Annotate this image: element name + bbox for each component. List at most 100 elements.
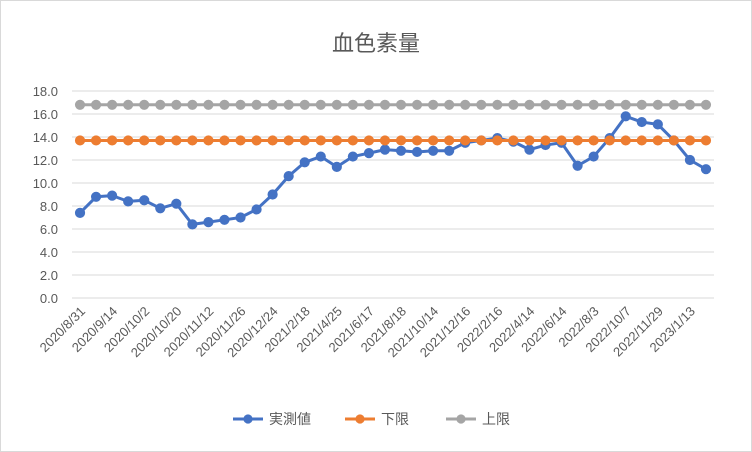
data-point — [283, 171, 294, 182]
data-point — [251, 99, 262, 110]
data-point — [428, 135, 439, 146]
data-point — [139, 99, 150, 110]
y-tick-label: 6.0 — [40, 222, 58, 237]
data-point — [460, 99, 471, 110]
data-point — [299, 99, 310, 110]
data-point — [267, 135, 278, 146]
data-point — [556, 99, 567, 110]
data-point — [171, 99, 182, 110]
data-point — [203, 99, 214, 110]
data-point — [171, 198, 182, 209]
data-point — [460, 135, 471, 146]
data-point — [524, 144, 535, 155]
data-point — [235, 99, 246, 110]
data-point — [476, 135, 487, 146]
data-point — [251, 204, 262, 215]
y-tick-label: 0.0 — [40, 291, 58, 306]
data-point — [219, 214, 230, 225]
data-point — [620, 99, 631, 110]
data-point — [395, 135, 407, 146]
legend-label: 実測値 — [269, 412, 311, 428]
data-point — [684, 135, 696, 146]
data-point — [604, 135, 615, 146]
data-point — [524, 135, 535, 146]
series-2 — [74, 135, 712, 146]
y-tick-label: 4.0 — [40, 245, 58, 260]
data-point — [395, 145, 407, 156]
data-point — [652, 135, 663, 146]
data-point — [620, 111, 631, 122]
data-point — [331, 135, 342, 146]
y-tick-label: 10.0 — [33, 176, 58, 191]
data-point — [90, 191, 102, 202]
data-point — [476, 99, 487, 110]
data-point — [187, 99, 198, 110]
data-point — [107, 190, 118, 201]
data-point — [363, 99, 375, 110]
data-point — [235, 212, 246, 223]
data-point — [636, 135, 647, 146]
data-point — [428, 145, 439, 156]
data-point — [107, 135, 118, 146]
data-point — [444, 135, 455, 146]
y-tick-label: 14.0 — [33, 130, 58, 145]
data-point — [411, 99, 423, 110]
data-point — [155, 99, 166, 110]
data-point — [347, 151, 358, 162]
y-tick-label: 16.0 — [33, 107, 58, 122]
data-point — [331, 161, 342, 172]
legend-item: 上限 — [446, 412, 510, 428]
data-point — [652, 119, 663, 130]
legend-label: 下限 — [381, 412, 409, 428]
data-point — [620, 135, 631, 146]
data-point — [283, 99, 294, 110]
series-layer — [74, 99, 712, 230]
data-point — [588, 135, 599, 146]
legend-swatch-marker — [243, 414, 253, 424]
data-point — [235, 135, 246, 146]
data-point — [572, 160, 583, 171]
data-point — [668, 135, 679, 146]
data-point — [411, 146, 423, 158]
y-tick-label: 8.0 — [40, 199, 58, 214]
data-point — [684, 99, 696, 110]
data-point — [524, 99, 535, 110]
data-point — [588, 151, 599, 162]
data-point — [411, 135, 423, 146]
data-point — [155, 135, 166, 146]
data-point — [572, 135, 583, 146]
data-point — [74, 99, 86, 110]
data-point — [123, 99, 134, 110]
gridlines — [72, 90, 714, 299]
legend-swatch-marker — [456, 414, 466, 424]
data-point — [363, 148, 375, 159]
data-point — [379, 144, 391, 155]
data-point — [74, 207, 86, 218]
data-point — [700, 164, 712, 175]
data-point — [283, 135, 294, 146]
data-point — [187, 219, 198, 230]
legend-item: 実測値 — [233, 412, 311, 428]
data-point — [219, 135, 230, 146]
data-point — [90, 135, 102, 146]
data-point — [187, 135, 198, 146]
data-point — [155, 203, 166, 214]
data-point — [219, 99, 230, 110]
data-point — [139, 195, 150, 206]
y-tick-label: 18.0 — [33, 84, 58, 99]
series-line — [78, 114, 707, 226]
legend-swatch-marker — [355, 414, 365, 424]
data-point — [267, 99, 278, 110]
data-point — [347, 99, 358, 110]
data-point — [636, 99, 647, 110]
data-point — [107, 99, 118, 110]
legend-label: 上限 — [482, 412, 510, 428]
data-point — [444, 145, 455, 156]
data-point — [540, 99, 551, 110]
data-point — [315, 151, 326, 162]
data-point — [700, 99, 712, 110]
data-point — [299, 157, 310, 168]
data-point — [395, 99, 407, 110]
